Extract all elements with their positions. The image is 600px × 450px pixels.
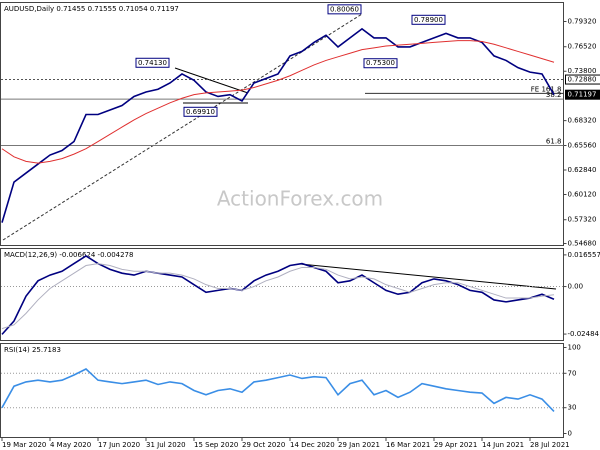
x-tick-label: 16 Mar 2021 <box>386 441 430 449</box>
series-line <box>1 263 555 330</box>
annotation-label: 0.74130 <box>138 59 167 67</box>
x-tick-label: 4 May 2020 <box>50 441 91 449</box>
y-tick-label: 30 <box>568 404 577 412</box>
watermark: ActionForex.com <box>217 187 383 211</box>
annotation-box <box>135 57 170 68</box>
x-tick-label: 29 Apr 2021 <box>434 441 477 449</box>
macd-panel <box>0 248 564 341</box>
annotation-box <box>363 58 398 69</box>
y-tick-label: 0.79320 <box>568 18 597 26</box>
series-line <box>1 368 555 412</box>
series-line <box>1 255 555 335</box>
y-tick-label: 0.65560 <box>568 141 597 149</box>
trend-line <box>174 67 249 94</box>
x-tick-label: 14 Jun 2021 <box>482 441 524 449</box>
macd-title: MACD(12,26,9) -0.006624 -0.004278 <box>4 251 133 259</box>
y-tick-label: 0.016557 <box>568 251 600 259</box>
x-tick-label: 29 Oct 2020 <box>242 441 285 449</box>
price-box <box>565 89 600 100</box>
x-tick-label: 28 Jul 2021 <box>530 441 570 449</box>
y-tick-label: 0.68320 <box>568 117 597 125</box>
annotation-label: 0.78900 <box>414 16 443 24</box>
x-tick-label: 17 Jun 2020 <box>98 441 140 449</box>
y-tick-label: 0.62840 <box>568 166 597 174</box>
trend-line <box>299 263 557 290</box>
trend-line <box>2 13 363 241</box>
x-tick-label: 15 Sep 2020 <box>194 441 238 449</box>
annotation-box <box>183 106 218 117</box>
y-tick-label: 0.57320 <box>568 216 597 224</box>
y-tick-label: -0.02484 <box>568 330 600 338</box>
annotation-label: 0.69910 <box>186 108 215 116</box>
price-box-label: 0.71197 <box>568 91 597 99</box>
x-tick-label: 29 Jan 2021 <box>338 441 380 449</box>
rsi-title: RSI(14) 25.7183 <box>4 346 61 354</box>
y-tick-label: 0 <box>568 430 572 438</box>
series-line <box>1 40 555 164</box>
annotation-label: 0.75300 <box>366 59 395 67</box>
annotation-box <box>411 14 446 25</box>
fib-label: 61.8 <box>546 137 562 145</box>
x-tick-label: 19 Mar 2020 <box>2 441 46 449</box>
y-tick-label: 70 <box>568 369 577 377</box>
annotation-box <box>327 4 362 15</box>
annotation-label: 0.80060 <box>330 5 359 13</box>
y-tick-label: 0.73800 <box>568 67 597 75</box>
x-tick-label: 31 Jul 2020 <box>146 441 186 449</box>
fib-label: 38.2 <box>546 91 562 99</box>
x-tick-label: 14 Dec 2020 <box>290 441 335 449</box>
rsi-panel <box>0 343 564 438</box>
price-box <box>565 74 600 85</box>
price-box-label: 0.72880 <box>568 76 597 84</box>
price-panel <box>0 2 564 246</box>
y-tick-label: 0.60120 <box>568 191 597 199</box>
fib-label: FE 161.8 <box>531 85 562 93</box>
price-title: AUDUSD,Daily 0.71455 0.71555 0.71054 0.7… <box>4 5 179 13</box>
y-tick-label: 0.54680 <box>568 240 597 248</box>
y-tick-label: 100 <box>568 343 581 351</box>
series-line <box>1 27 555 223</box>
y-tick-label: 0.76520 <box>568 43 597 51</box>
y-tick-label: 0.00 <box>568 283 584 291</box>
